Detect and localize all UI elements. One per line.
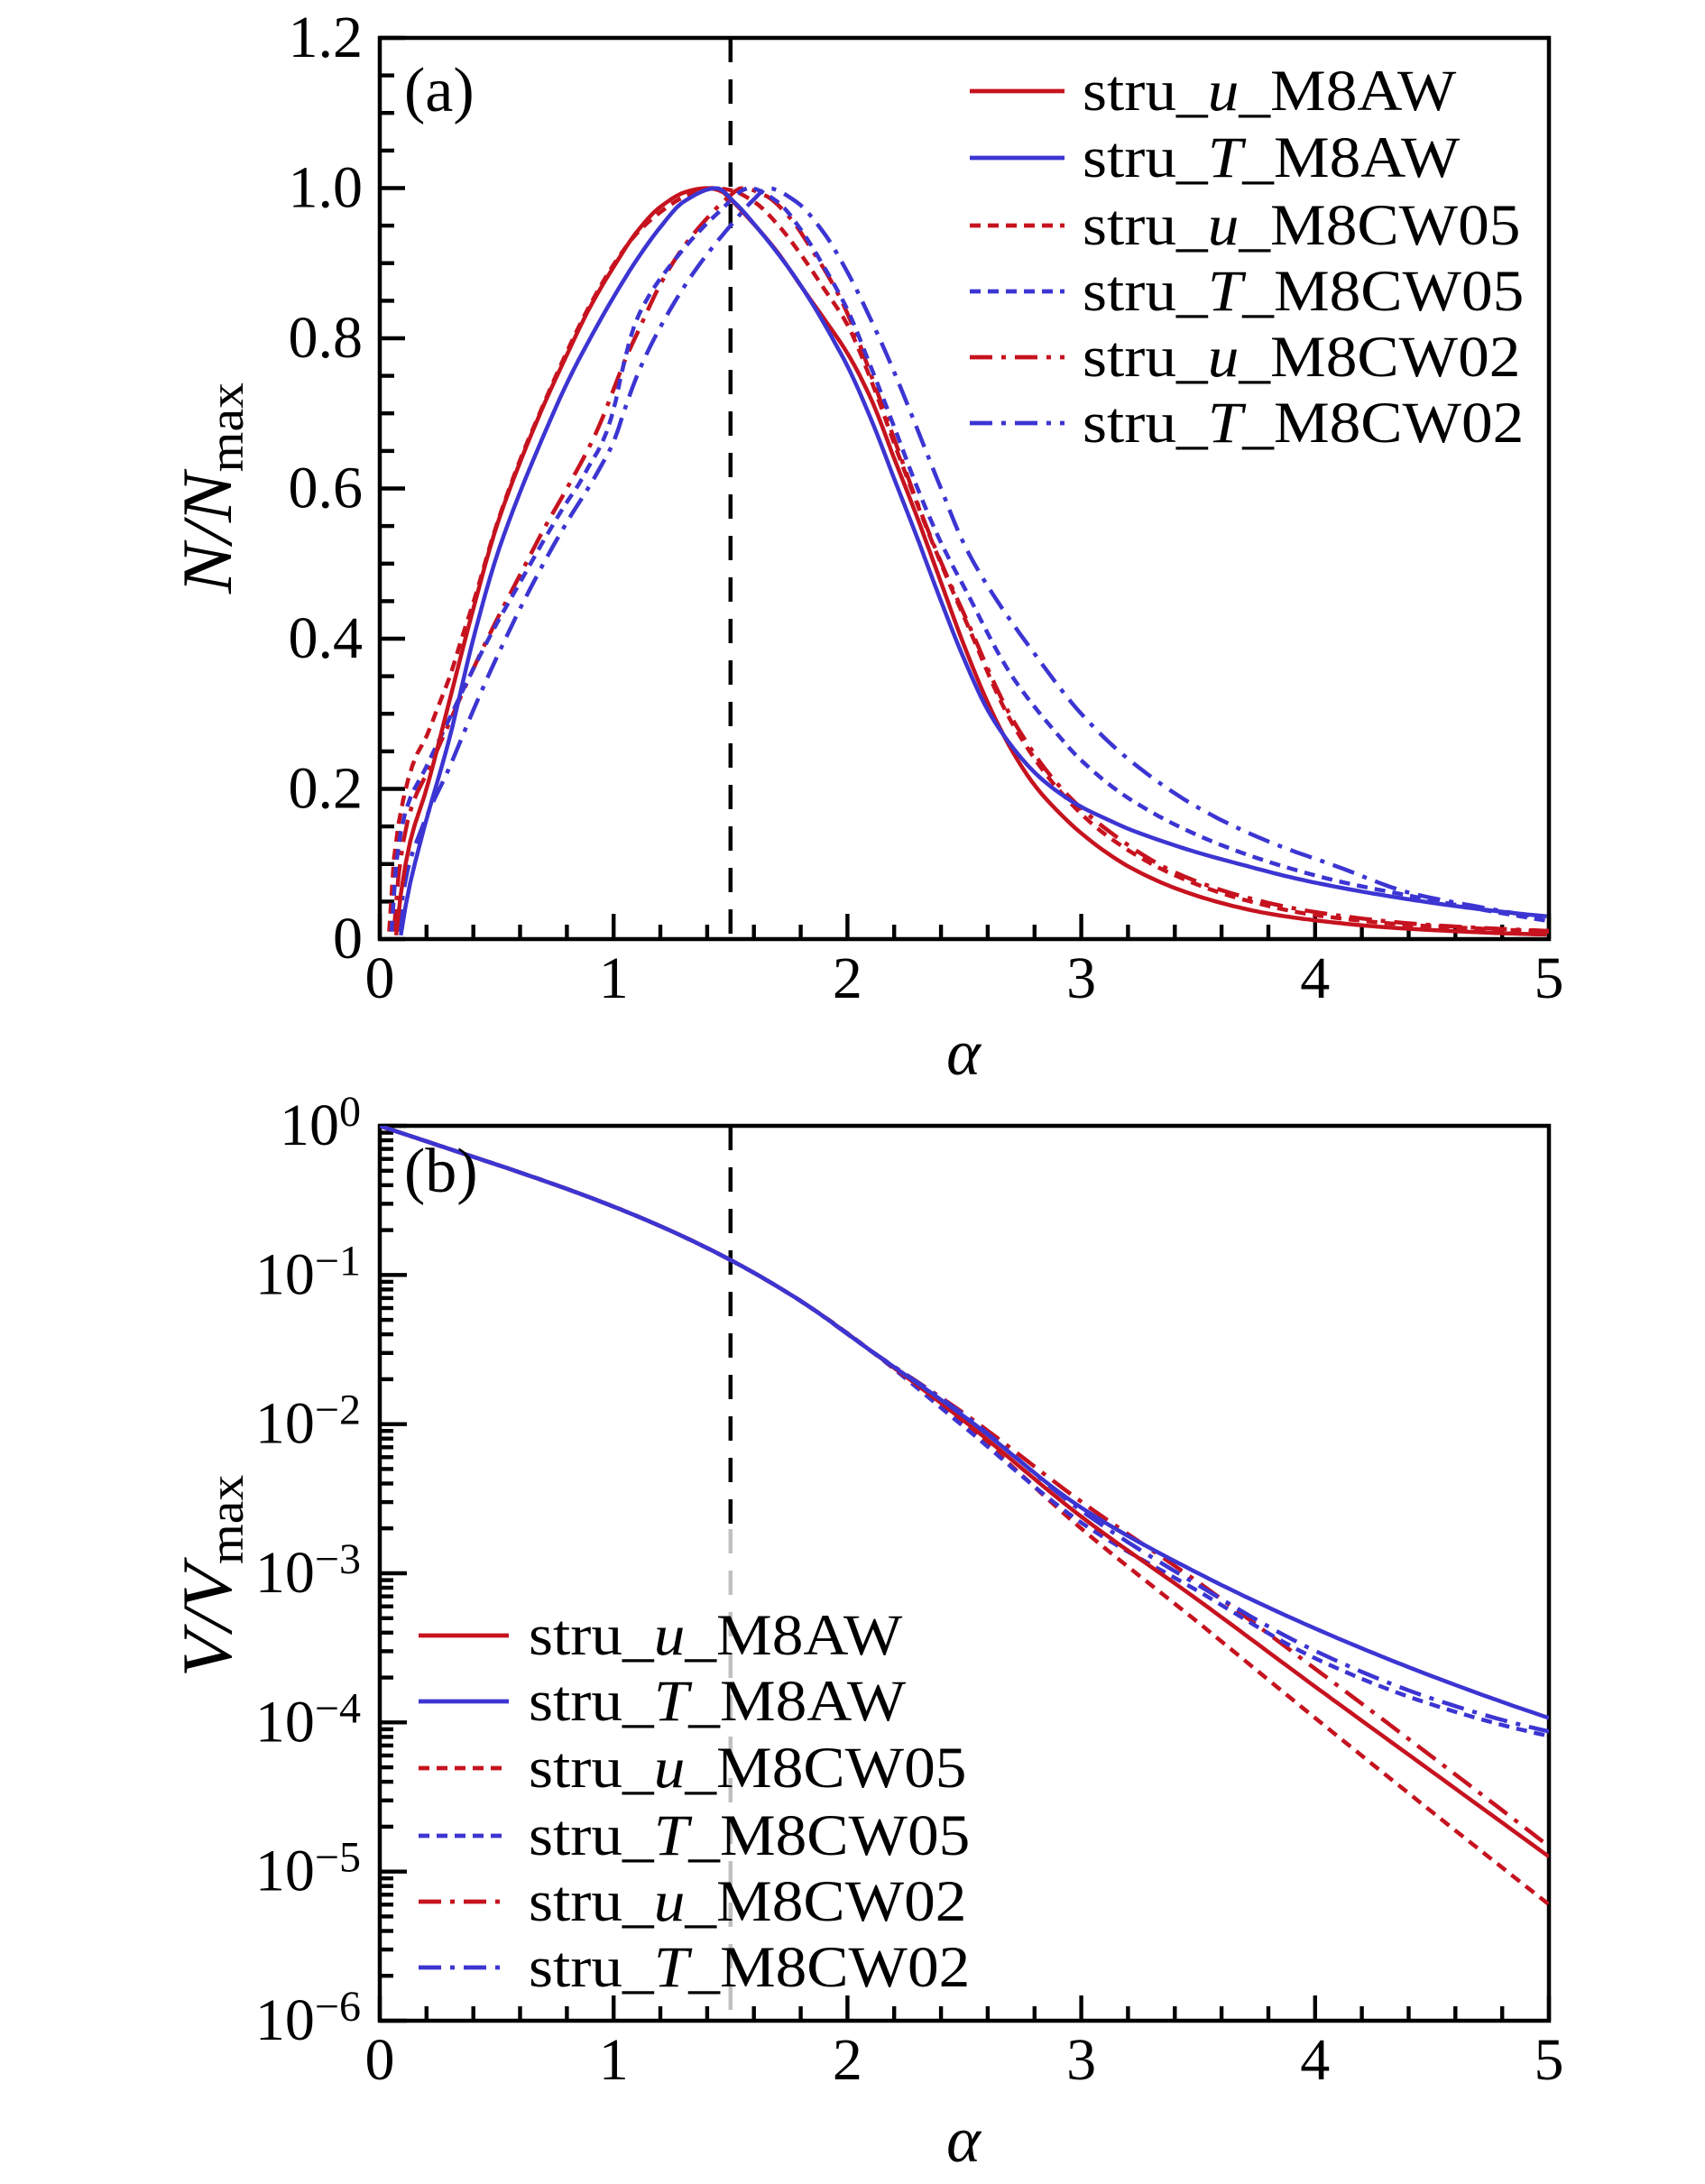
- svg-text:0: 0: [333, 906, 363, 972]
- svg-text:0.4: 0.4: [289, 605, 364, 671]
- svg-text:10−4: 10−4: [255, 1684, 361, 1755]
- svg-text:10−1: 10−1: [255, 1237, 361, 1307]
- svg-text:stru_T_M8CW05: stru_T_M8CW05: [529, 1802, 970, 1868]
- svg-text:stru_T_M8CW05: stru_T_M8CW05: [1083, 258, 1524, 324]
- svg-text:1.2: 1.2: [289, 5, 364, 70]
- svg-text:α: α: [946, 1017, 982, 1089]
- svg-text:stru_u_M8CW05: stru_u_M8CW05: [1083, 192, 1520, 258]
- svg-text:1.0: 1.0: [289, 155, 364, 221]
- svg-text:0.2: 0.2: [289, 756, 364, 822]
- svg-text:3: 3: [1066, 2027, 1096, 2093]
- svg-text:1: 1: [599, 2027, 629, 2093]
- svg-text:stru_T_M8AW: stru_T_M8AW: [529, 1668, 907, 1734]
- svg-text:0.8: 0.8: [289, 305, 364, 371]
- svg-text:α: α: [946, 2104, 982, 2176]
- svg-text:1: 1: [599, 945, 629, 1011]
- svg-text:4: 4: [1300, 2027, 1330, 2093]
- svg-text:2: 2: [833, 945, 862, 1011]
- svg-text:0: 0: [365, 945, 395, 1011]
- svg-text:5: 5: [1534, 2027, 1564, 2093]
- svg-text:10−6: 10−6: [255, 1983, 361, 2053]
- svg-text:(b): (b): [404, 1137, 478, 1206]
- svg-text:stru_u_M8AW: stru_u_M8AW: [1083, 58, 1457, 124]
- svg-text:0.6: 0.6: [289, 456, 364, 521]
- svg-text:stru_u_M8AW: stru_u_M8AW: [529, 1602, 903, 1668]
- svg-text:5: 5: [1534, 945, 1564, 1011]
- svg-text:4: 4: [1300, 945, 1330, 1011]
- svg-text:stru_u_M8CW05: stru_u_M8CW05: [529, 1735, 966, 1801]
- svg-text:0: 0: [365, 2027, 395, 2093]
- svg-text:stru_u_M8CW02: stru_u_M8CW02: [529, 1868, 966, 1934]
- svg-text:stru_T_M8AW: stru_T_M8AW: [1083, 124, 1461, 190]
- svg-text:2: 2: [833, 2027, 862, 2093]
- svg-text:(a): (a): [404, 56, 475, 125]
- svg-text:stru_u_M8CW02: stru_u_M8CW02: [1083, 324, 1520, 390]
- svg-text:3: 3: [1066, 945, 1096, 1011]
- svg-text:stru_T_M8CW02: stru_T_M8CW02: [529, 1934, 970, 2000]
- svg-text:100: 100: [280, 1088, 361, 1158]
- svg-text:N/Nmax: N/Nmax: [169, 382, 253, 594]
- svg-text:stru_T_M8CW02: stru_T_M8CW02: [1083, 390, 1524, 456]
